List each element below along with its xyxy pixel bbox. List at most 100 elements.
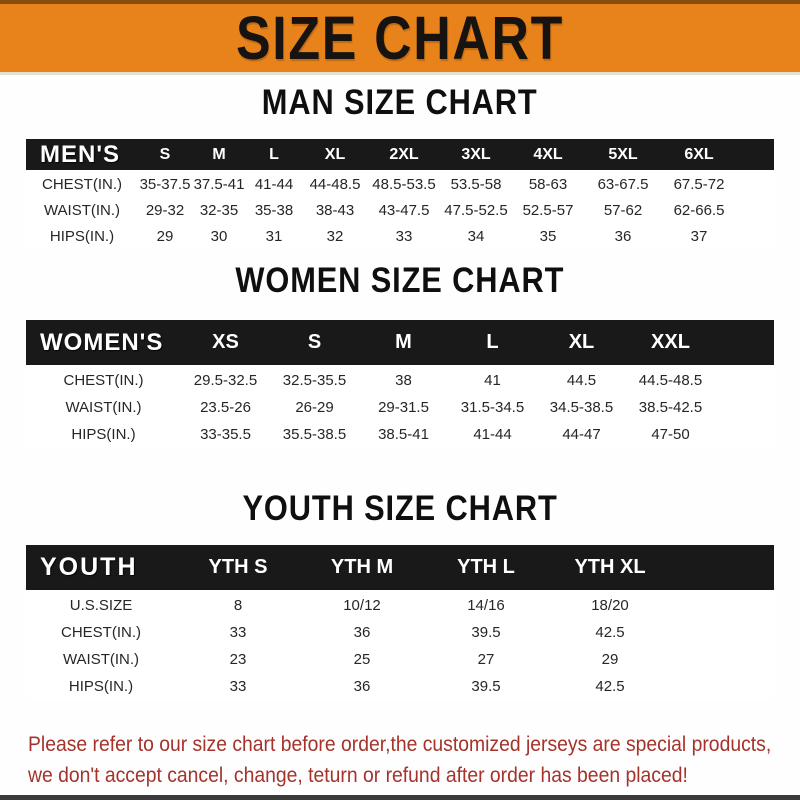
value-cell: 29	[548, 644, 672, 674]
spacer-cell	[672, 545, 774, 592]
women-section-heading: WOMEN SIZE CHART	[0, 263, 800, 299]
value-cell: 36	[300, 617, 424, 647]
value-cell: 30	[192, 222, 246, 250]
value-cell: 36	[300, 671, 424, 701]
women-waist-row: WAIST(IN.) 23.5-26 26-29 29-31.5 31.5-34…	[26, 392, 774, 422]
value-cell: 39.5	[424, 617, 548, 647]
women-size-header-cell: L	[448, 320, 537, 367]
spacer-cell	[672, 671, 774, 701]
value-cell: 38-43	[302, 196, 368, 224]
value-cell: 48.5-53.5	[368, 170, 440, 198]
men-hips-row: HIPS(IN.) 29 30 31 32 33 34 35 36 37	[26, 222, 774, 250]
men-size-header-cell: 2XL	[368, 139, 440, 171]
men-size-header-cell: 6XL	[662, 139, 736, 171]
men-table-label: MEN'S	[26, 139, 138, 171]
youth-size-table: YOUTH YTH S YTH M YTH L YTH XL U.S.SIZE …	[26, 545, 774, 701]
youth-ussize-row: U.S.SIZE 8 10/12 14/16 18/20	[26, 590, 774, 620]
value-cell: 47.5-52.5	[440, 196, 512, 224]
spacer-cell	[672, 617, 774, 647]
women-size-header-cell: XXL	[626, 320, 715, 367]
value-cell: 29-32	[138, 196, 192, 224]
value-cell: 67.5-72	[662, 170, 736, 198]
value-cell: 31.5-34.5	[448, 392, 537, 422]
value-cell: 41-44	[448, 419, 537, 449]
value-cell: 38.5-41	[359, 419, 448, 449]
value-cell: 44-48.5	[302, 170, 368, 198]
value-cell: 35-38	[246, 196, 302, 224]
spacer-cell	[672, 590, 774, 620]
value-cell: 57-62	[584, 196, 662, 224]
value-cell: 44.5-48.5	[626, 365, 715, 395]
men-section-heading: MAN SIZE CHART	[0, 85, 800, 121]
men-size-header-cell: S	[138, 139, 192, 171]
value-cell: 35-37.5	[138, 170, 192, 198]
women-header-row: WOMEN'S XS S M L XL XXL	[26, 320, 774, 367]
value-cell: 26-29	[270, 392, 359, 422]
men-size-header-cell: XL	[302, 139, 368, 171]
value-cell: 42.5	[548, 617, 672, 647]
notice-line-1: Please refer to our size chart before or…	[28, 732, 772, 756]
value-cell: 23	[176, 644, 300, 674]
youth-header-row: YOUTH YTH S YTH M YTH L YTH XL	[26, 545, 774, 592]
value-cell: 33-35.5	[181, 419, 270, 449]
row-label-cell: U.S.SIZE	[26, 590, 176, 620]
value-cell: 37.5-41	[192, 170, 246, 198]
youth-size-header-cell: YTH L	[424, 545, 548, 592]
value-cell: 34	[440, 222, 512, 250]
value-cell: 52.5-57	[512, 196, 584, 224]
women-table-label: WOMEN'S	[26, 320, 181, 367]
value-cell: 41	[448, 365, 537, 395]
youth-size-header-cell: YTH XL	[548, 545, 672, 592]
youth-table-label: YOUTH	[26, 545, 176, 592]
value-cell: 35	[512, 222, 584, 250]
value-cell: 63-67.5	[584, 170, 662, 198]
spacer-cell	[736, 170, 774, 198]
value-cell: 32-35	[192, 196, 246, 224]
spacer-cell	[672, 644, 774, 674]
value-cell: 37	[662, 222, 736, 250]
men-size-table: MEN'S S M L XL 2XL 3XL 4XL 5XL 6XL CHEST…	[26, 139, 774, 250]
value-cell: 42.5	[548, 671, 672, 701]
value-cell: 8	[176, 590, 300, 620]
row-label-cell: WAIST(IN.)	[26, 392, 181, 422]
spacer-cell	[736, 196, 774, 224]
men-section-heading-text: MAN SIZE CHART	[262, 83, 538, 122]
value-cell: 39.5	[424, 671, 548, 701]
men-size-header-cell: 3XL	[440, 139, 512, 171]
page-title: SIZE CHART	[235, 3, 565, 72]
value-cell: 34.5-38.5	[537, 392, 626, 422]
value-cell: 29.5-32.5	[181, 365, 270, 395]
row-label-cell: WAIST(IN.)	[26, 644, 176, 674]
value-cell: 47-50	[626, 419, 715, 449]
value-cell: 36	[584, 222, 662, 250]
row-label-cell: HIPS(IN.)	[26, 671, 176, 701]
men-header-row: MEN'S S M L XL 2XL 3XL 4XL 5XL 6XL	[26, 139, 774, 171]
women-size-table: WOMEN'S XS S M L XL XXL CHEST(IN.) 29.5-…	[26, 320, 774, 449]
value-cell: 29	[138, 222, 192, 250]
value-cell: 23.5-26	[181, 392, 270, 422]
women-size-header-cell: XS	[181, 320, 270, 367]
women-size-header-cell: M	[359, 320, 448, 367]
men-size-header-cell: 5XL	[584, 139, 662, 171]
row-label-cell: CHEST(IN.)	[26, 617, 176, 647]
value-cell: 44-47	[537, 419, 626, 449]
men-waist-row: WAIST(IN.) 29-32 32-35 35-38 38-43 43-47…	[26, 196, 774, 224]
row-label-cell: CHEST(IN.)	[26, 170, 138, 198]
value-cell: 25	[300, 644, 424, 674]
value-cell: 62-66.5	[662, 196, 736, 224]
men-size-header-cell: M	[192, 139, 246, 171]
women-chest-row: CHEST(IN.) 29.5-32.5 32.5-35.5 38 41 44.…	[26, 365, 774, 395]
value-cell: 33	[176, 617, 300, 647]
women-section-heading-text: WOMEN SIZE CHART	[235, 261, 565, 300]
spacer-cell	[736, 222, 774, 250]
notice-line-2: we don't accept cancel, change, teturn o…	[28, 763, 688, 787]
value-cell: 29-31.5	[359, 392, 448, 422]
row-label-cell: HIPS(IN.)	[26, 419, 181, 449]
spacer-cell	[715, 419, 774, 449]
value-cell: 58-63	[512, 170, 584, 198]
youth-chest-row: CHEST(IN.) 33 36 39.5 42.5	[26, 617, 774, 647]
value-cell: 10/12	[300, 590, 424, 620]
value-cell: 44.5	[537, 365, 626, 395]
value-cell: 38.5-42.5	[626, 392, 715, 422]
